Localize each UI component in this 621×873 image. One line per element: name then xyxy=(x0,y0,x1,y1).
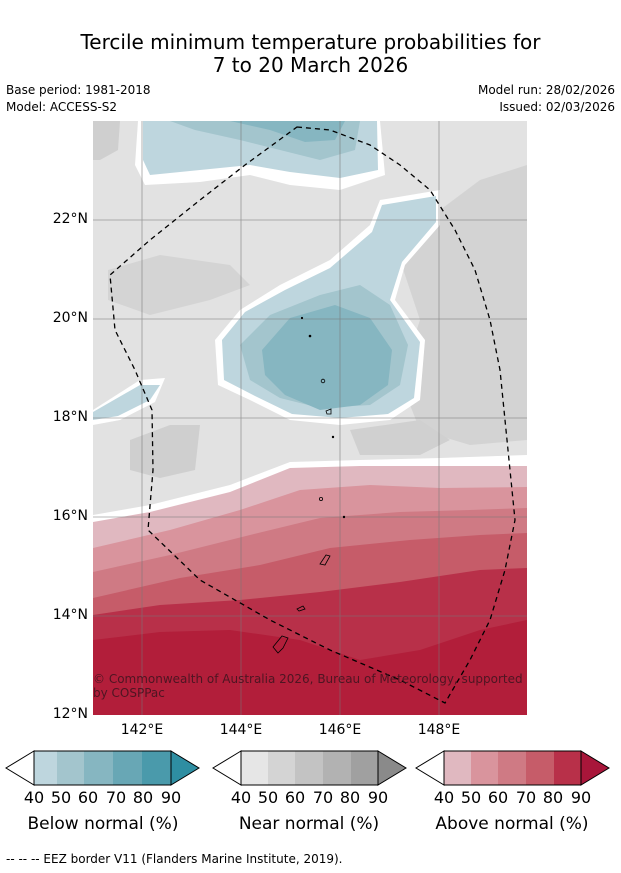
lat-label-20: 20°N xyxy=(52,310,88,326)
island-saipan xyxy=(319,554,331,566)
above-tick: 40 xyxy=(433,788,455,807)
near-tick: 70 xyxy=(312,788,334,807)
map-area xyxy=(93,121,527,715)
above-tick: 90 xyxy=(570,788,592,807)
below-legend-title: Below normal (%) xyxy=(27,814,179,834)
map-title-line2: 7 to 20 March 2026 xyxy=(212,53,409,77)
below-tick: 60 xyxy=(77,788,99,807)
above-tick: 70 xyxy=(515,788,537,807)
lon-label-148: 148°E xyxy=(417,722,461,738)
grey-patch-w xyxy=(108,255,250,315)
above-tick: 80 xyxy=(542,788,564,807)
below-tick: 80 xyxy=(132,788,154,807)
below-tick: 40 xyxy=(23,788,45,807)
lat-label-18: 18°N xyxy=(52,409,88,425)
below-tick: 70 xyxy=(105,788,127,807)
eez-border xyxy=(109,126,516,704)
near-legend-title: Near normal (%) xyxy=(238,814,380,834)
copyright-notice: © Commonwealth of Australia 2026, Bureau… xyxy=(93,672,523,700)
above-tick: 50 xyxy=(460,788,482,807)
lat-label-16: 16°N xyxy=(52,508,88,524)
near-tick: 80 xyxy=(339,788,361,807)
grey-patch-center xyxy=(350,420,450,455)
grey-patch-e xyxy=(400,165,527,445)
below-tick: 90 xyxy=(160,788,182,807)
lat-label-22: 22°N xyxy=(52,211,88,227)
above-tick: 60 xyxy=(487,788,509,807)
lon-label-142: 142°E xyxy=(120,722,164,738)
blue-center-dark xyxy=(262,305,392,410)
blue-west-patch xyxy=(93,385,160,420)
near-tick: 60 xyxy=(284,788,306,807)
grey-patch-sw xyxy=(130,425,200,478)
near-tick: 40 xyxy=(230,788,252,807)
island-rota xyxy=(296,605,306,612)
grey-patch-nw xyxy=(93,121,120,160)
lat-label-14: 14°N xyxy=(52,607,88,623)
issued-date: Issued: 02/03/2026 xyxy=(499,100,615,114)
islands xyxy=(272,316,346,654)
legend-near xyxy=(212,750,407,786)
below-tick: 50 xyxy=(50,788,72,807)
near-tick: 90 xyxy=(367,788,389,807)
lon-label-144: 144°E xyxy=(219,722,263,738)
eez-footnote: -- -- -- EEZ border V11 (Flanders Marine… xyxy=(6,852,343,866)
blue-top-dark xyxy=(230,121,345,142)
legend-above xyxy=(415,750,610,786)
near-tick: 50 xyxy=(257,788,279,807)
island-guam xyxy=(272,635,289,654)
graticule xyxy=(93,121,527,715)
lat-label-12: 12°N xyxy=(52,706,88,722)
red-band-90 xyxy=(93,620,527,715)
base-period: Base period: 1981-2018 xyxy=(6,83,151,97)
legend-below xyxy=(5,750,200,786)
model-run: Model run: 28/02/2026 xyxy=(477,83,615,97)
above-legend-title: Above normal (%) xyxy=(435,814,589,834)
map-title-line1: Tercile minimum temperature probabilitie… xyxy=(80,30,541,54)
model-name: Model: ACCESS-S2 xyxy=(6,100,118,114)
lon-label-146: 146°E xyxy=(318,722,362,738)
